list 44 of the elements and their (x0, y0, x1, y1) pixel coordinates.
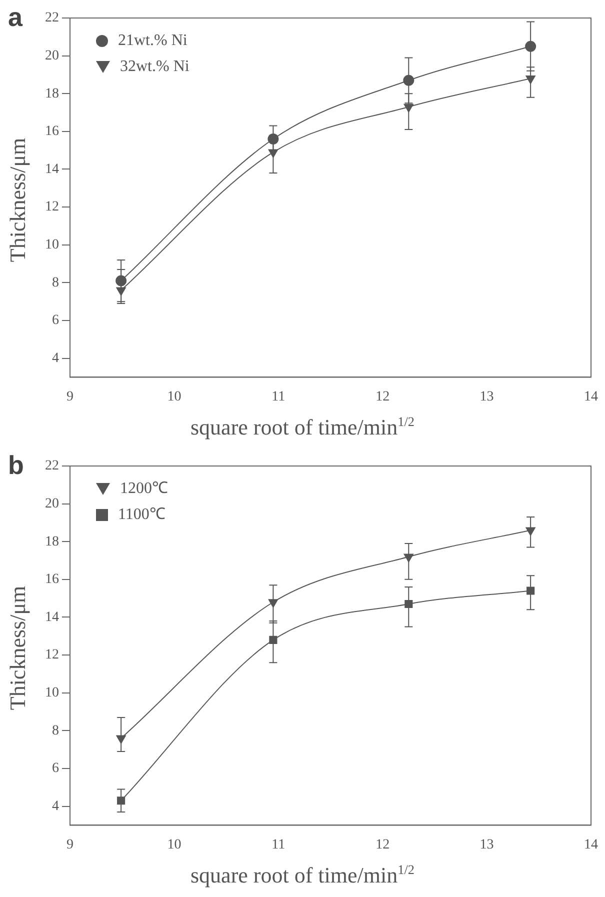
y-tick-label: 18 (45, 86, 59, 102)
point (526, 586, 535, 595)
x-tick-label: 13 (480, 389, 494, 404)
x-tick-label: 14 (584, 837, 598, 852)
y-tick-label: 10 (45, 686, 59, 701)
y-tick-label: 18 (45, 534, 59, 550)
y-tick-label: 14 (45, 162, 59, 177)
y-tick-label: 14 (45, 610, 59, 625)
y-tick-label: 4 (52, 798, 59, 814)
x-tick-label: 14 (584, 389, 598, 404)
legend-label: 32wt.% Ni (120, 57, 190, 77)
x-tick-label: 13 (480, 837, 494, 852)
legend-label: 1100℃ (118, 505, 166, 525)
y-tick-label: 16 (45, 572, 59, 588)
y-tick-label: 8 (52, 275, 59, 290)
legend-label: 21wt.% Ni (118, 31, 188, 51)
y-tick-label: 4 (52, 350, 59, 366)
x-tick-label: 10 (167, 837, 182, 852)
x-tick-label: 11 (272, 389, 286, 404)
y-tick-label: 10 (45, 238, 59, 253)
y-tick-label: 20 (45, 496, 59, 512)
x-tick-label: 12 (376, 837, 390, 852)
x-axis-title: square root of time/min$^{1/2}$ (190, 414, 416, 440)
legend-label: 1200℃ (120, 479, 168, 499)
y-tick-label: 20 (45, 48, 59, 64)
y-axis-title: Thickness/μm (5, 586, 31, 710)
y-tick-label: 12 (45, 648, 59, 663)
chart-title: a (8, 2, 22, 33)
y-tick-label: 22 (45, 10, 59, 26)
x-tick-label: 11 (272, 837, 286, 852)
y-axis-title: Thickness/μm (5, 138, 31, 262)
y-tick-label: 6 (52, 313, 59, 328)
y-tick-label: 16 (45, 124, 59, 140)
y-tick-label: 6 (52, 761, 59, 776)
chart-title: b (8, 450, 24, 481)
x-tick-label: 9 (66, 837, 74, 852)
x-tick-label: 9 (66, 389, 74, 404)
x-axis-title: square root of time/min$^{1/2}$ (190, 862, 416, 888)
x-tick-label: 10 (167, 389, 182, 404)
y-tick-label: 12 (45, 200, 59, 215)
y-tick-label: 22 (45, 458, 59, 474)
y-tick-label: 8 (52, 723, 59, 738)
point (403, 74, 414, 86)
x-tick-label: 12 (376, 389, 390, 404)
